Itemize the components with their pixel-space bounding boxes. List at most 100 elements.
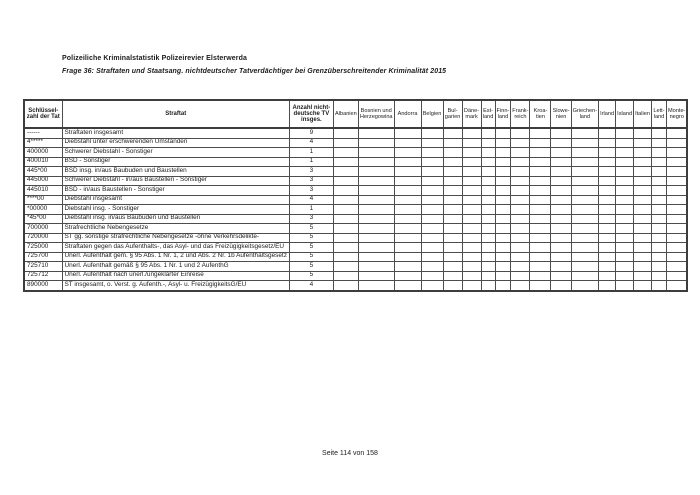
cell-country-empty-3 <box>420 242 444 253</box>
cell-country-empty-11 <box>570 185 600 196</box>
cell-offense-name: ST gg. sonstige strafrechtliche Nebenges… <box>61 232 290 243</box>
cell-country-empty-14 <box>633 166 653 177</box>
cell-country-empty-4 <box>442 242 463 253</box>
cell-country-empty-5 <box>461 127 482 139</box>
cell-country-empty-15 <box>651 261 668 272</box>
cell-country-empty-4 <box>442 213 463 224</box>
cell-count-value: 5 <box>288 232 334 243</box>
cell-country-empty-1 <box>357 127 395 139</box>
cell-country-empty-4 <box>442 127 463 139</box>
cell-country-empty-5 <box>461 223 482 234</box>
cell-country-empty-13 <box>615 232 635 243</box>
table-row: 720000 ST gg. sonstige strafrechtliche Ne… <box>23 232 688 243</box>
cell-offense-name: Diebstahl insg. in/aus Baubuden und Baus… <box>61 213 290 224</box>
table-row: 445*00 BSD insg. in/aus Baubuden und Baus… <box>23 166 688 177</box>
cell-offense-key: 725000 <box>23 242 63 253</box>
cell-country-empty-5 <box>461 156 482 167</box>
cell-country-empty-3 <box>420 223 444 234</box>
cell-country-empty-3 <box>420 166 444 177</box>
cell-country-empty-4 <box>442 175 463 186</box>
cell-country-empty-6 <box>480 185 496 196</box>
cell-country-empty-6 <box>480 280 496 291</box>
cell-offense-key: 4***** <box>23 137 63 148</box>
header-country-0: Albanien <box>332 99 359 129</box>
cell-country-empty-5 <box>461 242 482 253</box>
cell-country-empty-8 <box>510 194 531 205</box>
cell-offense-key: 400000 <box>23 147 63 158</box>
cell-country-empty-6 <box>480 156 496 167</box>
cell-country-empty-5 <box>461 147 482 158</box>
cell-country-empty-6 <box>480 127 496 139</box>
cell-country-empty-5 <box>461 204 482 215</box>
cell-country-empty-14 <box>633 156 653 167</box>
cell-country-empty-7 <box>494 213 512 224</box>
header-country-6: Est-land <box>480 99 496 129</box>
cell-country-empty-10 <box>550 261 572 272</box>
cell-country-empty-2 <box>393 185 422 196</box>
cell-country-empty-14 <box>633 242 653 253</box>
cell-country-empty-9 <box>529 232 552 243</box>
cell-country-empty-3 <box>420 213 444 224</box>
cell-country-empty-0 <box>332 147 359 158</box>
cell-country-empty-4 <box>442 223 463 234</box>
cell-country-empty-8 <box>510 280 531 291</box>
cell-country-empty-5 <box>461 137 482 148</box>
cell-country-empty-10 <box>550 213 572 224</box>
table-row: 725000 Straftaten gegen das Aufenthalts-,… <box>23 242 688 253</box>
cell-country-empty-14 <box>633 127 653 139</box>
cell-country-empty-11 <box>570 137 600 148</box>
cell-country-empty-15 <box>651 137 668 148</box>
cell-country-empty-5 <box>461 280 482 291</box>
cell-country-empty-15 <box>651 232 668 243</box>
header-country-14: Italien <box>633 99 653 129</box>
cell-country-empty-15 <box>651 251 668 262</box>
cell-country-empty-2 <box>393 223 422 234</box>
cell-country-empty-2 <box>393 204 422 215</box>
statistics-table: Schlüssel-zahl der Tat Straftat Anzahl n… <box>23 99 689 292</box>
cell-country-empty-11 <box>570 156 600 167</box>
cell-country-empty-6 <box>480 175 496 186</box>
cell-country-empty-7 <box>494 175 512 186</box>
cell-country-empty-14 <box>633 223 653 234</box>
cell-country-empty-0 <box>332 251 359 262</box>
cell-country-empty-8 <box>510 204 531 215</box>
cell-country-empty-3 <box>420 270 444 281</box>
cell-country-empty-3 <box>420 232 444 243</box>
table-row: 400010 BSD - Sonstiger 1 <box>23 156 688 167</box>
cell-country-empty-1 <box>357 280 395 291</box>
cell-country-empty-16 <box>666 232 688 243</box>
cell-country-empty-1 <box>357 270 395 281</box>
header-country-11: Griechen-land <box>570 99 600 129</box>
cell-country-empty-15 <box>651 242 668 253</box>
cell-offense-key: 725712 <box>23 270 63 281</box>
cell-country-empty-9 <box>529 270 552 281</box>
cell-country-empty-6 <box>480 251 496 262</box>
cell-count-value: 1 <box>288 156 334 167</box>
cell-country-empty-0 <box>332 156 359 167</box>
cell-country-empty-15 <box>651 185 668 196</box>
cell-offense-name: Unerl. Aufenthalt gemäß § 95 Abs. 1 Nr. … <box>61 261 290 272</box>
cell-country-empty-12 <box>598 175 617 186</box>
cell-country-empty-2 <box>393 137 422 148</box>
cell-country-empty-11 <box>570 261 600 272</box>
cell-country-empty-8 <box>510 127 531 139</box>
table-row: *45*00 Diebstahl insg. in/aus Baubuden un… <box>23 213 688 224</box>
table-row: 400000 Schwerer Diebstahl - Sonstiger 1 <box>23 147 688 158</box>
cell-country-empty-16 <box>666 194 688 205</box>
cell-offense-name: Straftaten gegen das Aufenthalts-, das A… <box>61 242 290 253</box>
cell-country-empty-13 <box>615 156 635 167</box>
cell-country-empty-2 <box>393 261 422 272</box>
cell-country-empty-8 <box>510 147 531 158</box>
cell-count-value: 5 <box>288 242 334 253</box>
cell-country-empty-3 <box>420 185 444 196</box>
cell-country-empty-11 <box>570 147 600 158</box>
cell-country-empty-9 <box>529 175 552 186</box>
header-key-column: Schlüssel-zahl der Tat <box>23 99 63 129</box>
cell-country-empty-7 <box>494 127 512 139</box>
cell-offense-name: Schwerer Diebstahl - in/aus Baustellen -… <box>61 175 290 186</box>
cell-country-empty-0 <box>332 232 359 243</box>
cell-country-empty-6 <box>480 223 496 234</box>
cell-country-empty-16 <box>666 251 688 262</box>
cell-country-empty-13 <box>615 242 635 253</box>
cell-country-empty-11 <box>570 223 600 234</box>
